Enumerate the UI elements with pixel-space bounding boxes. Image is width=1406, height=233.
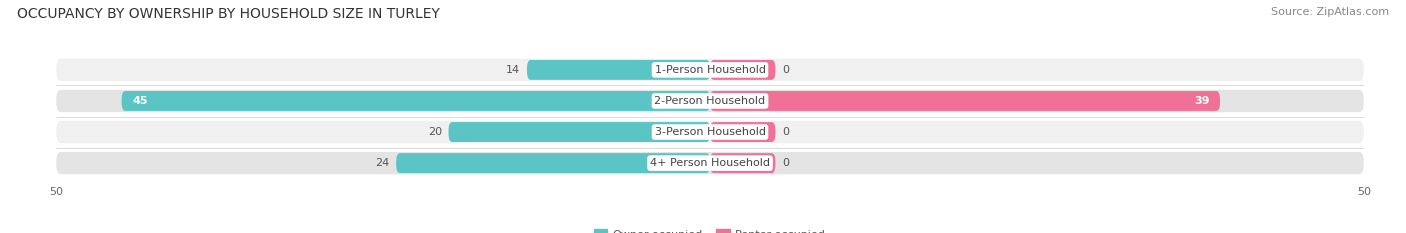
FancyBboxPatch shape — [449, 122, 710, 142]
Text: 4+ Person Household: 4+ Person Household — [650, 158, 770, 168]
Text: 14: 14 — [506, 65, 520, 75]
Text: 0: 0 — [782, 65, 789, 75]
Text: 45: 45 — [132, 96, 148, 106]
Text: 3-Person Household: 3-Person Household — [655, 127, 765, 137]
FancyBboxPatch shape — [710, 122, 776, 142]
Text: 0: 0 — [782, 158, 789, 168]
FancyBboxPatch shape — [56, 90, 1364, 112]
FancyBboxPatch shape — [56, 152, 1364, 174]
Text: OCCUPANCY BY OWNERSHIP BY HOUSEHOLD SIZE IN TURLEY: OCCUPANCY BY OWNERSHIP BY HOUSEHOLD SIZE… — [17, 7, 440, 21]
Text: 39: 39 — [1194, 96, 1209, 106]
Text: Source: ZipAtlas.com: Source: ZipAtlas.com — [1271, 7, 1389, 17]
Text: 2-Person Household: 2-Person Household — [654, 96, 766, 106]
Text: 24: 24 — [375, 158, 389, 168]
FancyBboxPatch shape — [56, 59, 1364, 81]
FancyBboxPatch shape — [710, 153, 776, 173]
FancyBboxPatch shape — [710, 60, 776, 80]
FancyBboxPatch shape — [710, 91, 1220, 111]
Text: 0: 0 — [782, 127, 789, 137]
FancyBboxPatch shape — [527, 60, 710, 80]
FancyBboxPatch shape — [396, 153, 710, 173]
Text: 20: 20 — [427, 127, 441, 137]
FancyBboxPatch shape — [122, 91, 710, 111]
Legend: Owner-occupied, Renter-occupied: Owner-occupied, Renter-occupied — [589, 225, 831, 233]
Text: 1-Person Household: 1-Person Household — [655, 65, 765, 75]
FancyBboxPatch shape — [56, 121, 1364, 143]
